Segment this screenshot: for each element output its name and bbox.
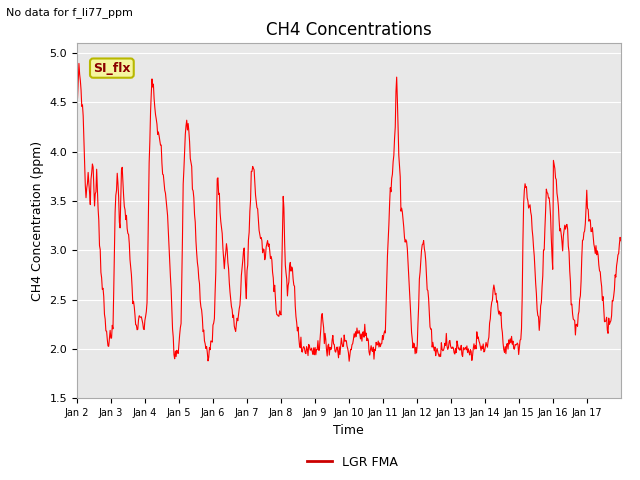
Legend: LGR FMA: LGR FMA [301, 451, 403, 474]
X-axis label: Time: Time [333, 424, 364, 437]
Y-axis label: CH4 Concentration (ppm): CH4 Concentration (ppm) [31, 141, 44, 301]
Title: CH4 Concentrations: CH4 Concentrations [266, 21, 431, 39]
Text: SI_flx: SI_flx [93, 61, 131, 74]
Text: No data for f_li77_ppm: No data for f_li77_ppm [6, 7, 133, 18]
